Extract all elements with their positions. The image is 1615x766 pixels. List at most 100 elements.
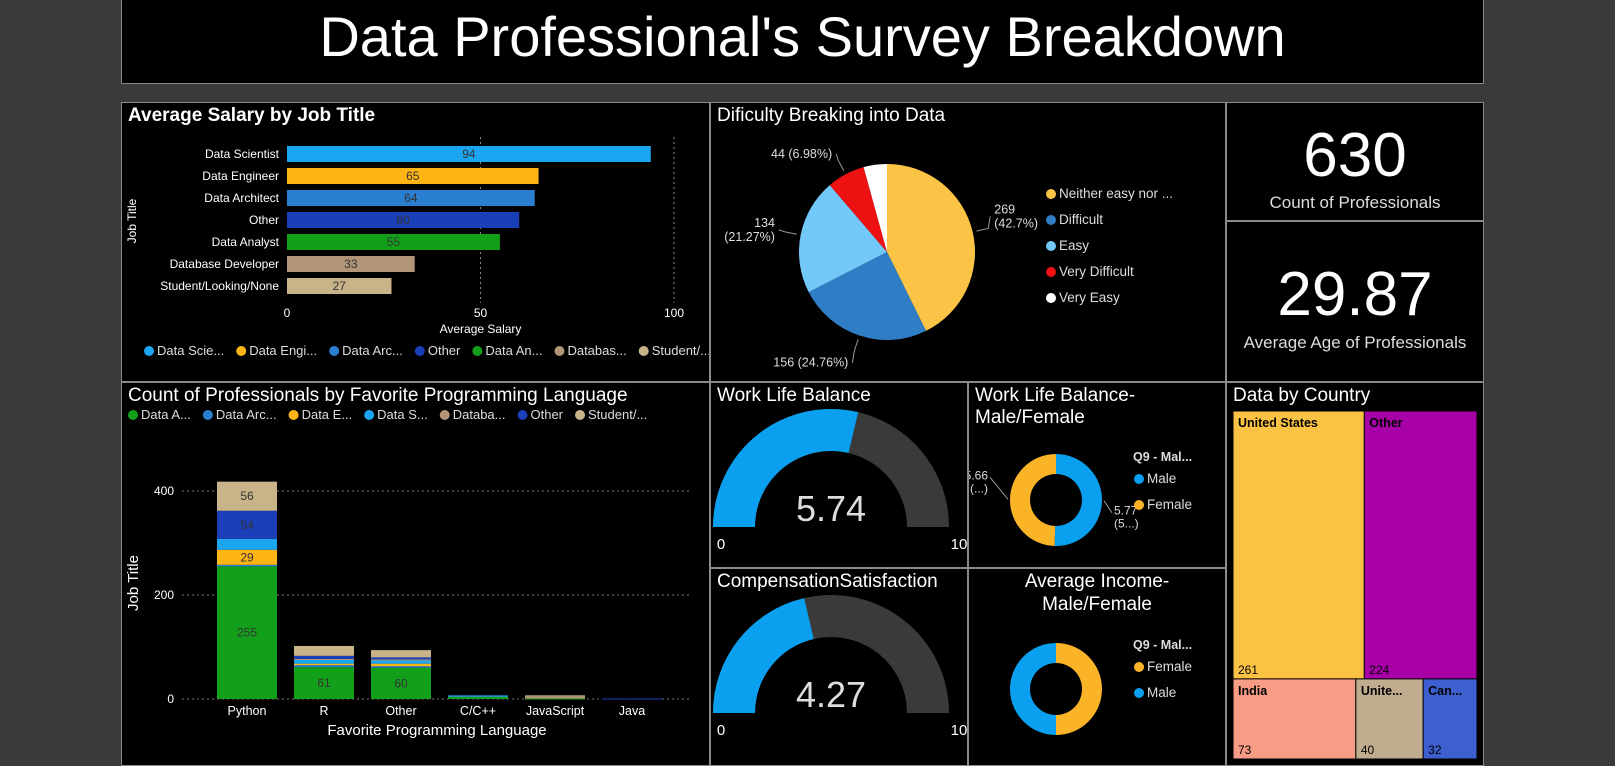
wlb-gender-donut-slice-male: [1054, 454, 1102, 546]
header-banner: Data Professional's Survey Breakdown: [121, 0, 1484, 84]
language-bar-segment-r-data-a: [294, 667, 354, 699]
kpi-age-value: 29.87: [1277, 260, 1433, 329]
salary-bar-student-looking-none: [287, 278, 392, 294]
salary-bar-chart[interactable]: Data Scientist 94 Data Engineer 65 Data Arch…: [122, 103, 710, 382]
difficulty-pie-chart[interactable]: 269(42.7%) 156 (24.76%) 134(21.27%) 44 (6.9…: [711, 103, 1226, 382]
language-y-tick-200: 200: [154, 588, 174, 602]
language-y-axis-label: Job Title: [125, 555, 142, 611]
language-bar-segment-javascript-databa: [525, 696, 585, 699]
salary-legend-marker-2: [329, 346, 340, 356]
wlb-gauge-fill: [713, 409, 859, 527]
language-y-tick-400: 400: [154, 484, 174, 498]
language-bar-segment-python-data-arc: [217, 564, 277, 567]
salary-data-label-data-analyst: 55: [387, 235, 401, 249]
salary-legend-label-5: Databas...: [567, 343, 626, 358]
salary-data-label-data-architect: 64: [404, 191, 418, 205]
income-gender-donut-slice-female: [1056, 643, 1102, 735]
difficulty-panel[interactable]: Dificulty Breaking into Data 269 (42.7%) 1…: [710, 102, 1226, 382]
language-legend-marker-1: [202, 410, 213, 420]
language-bar-segment-c-c-data-a: [448, 696, 508, 699]
salary-category-label-data-analyst: Data Analyst: [212, 235, 280, 249]
wlb-panel[interactable]: Work Life Balance 5.74 0 10: [710, 382, 968, 568]
difficulty-panel-title: Dificulty Breaking into Data: [717, 105, 946, 126]
language-legend-label-5: Other: [531, 407, 564, 422]
salary-panel[interactable]: Average Salary by Job Title Data Scienti…: [121, 102, 710, 382]
salary-bar-data-engineer: [287, 168, 539, 184]
language-bar-segment-r-other: [294, 655, 354, 659]
language-bar-segment-python-student: [217, 481, 277, 511]
salary-legend-marker-5: [554, 346, 565, 356]
comp-gauge-max-label: 10: [951, 722, 968, 739]
language-bar-segment-other-data-a: [371, 667, 431, 699]
language-bar-segment-other-other: [371, 657, 431, 660]
language-legend-label-2: Data E...: [302, 407, 353, 422]
language-legend-marker-6: [575, 410, 586, 420]
wlb-gender-donut-data-label-1-1: (...): [970, 481, 988, 495]
language-bar-segment-javascript-data-a: [525, 698, 585, 700]
language-panel[interactable]: Count of Professionals by Favorite Progr…: [121, 382, 710, 766]
salary-legend-label-0: Data Scie...: [157, 343, 224, 358]
language-legend-marker-4: [439, 410, 450, 420]
income-gender-panel[interactable]: Average Income- Male/Female Q9 - Mal... F…: [968, 568, 1226, 766]
wlb-gender-title-2: Male/Female: [975, 407, 1085, 428]
country-tile-value-united-states: 261: [1238, 663, 1258, 677]
comp-gauge[interactable]: 4.27 0 10: [711, 569, 968, 766]
country-tile-value-unite: 40: [1361, 743, 1375, 757]
income-gender-donut-legend-label-male: Male: [1147, 685, 1176, 700]
wlb-gauge-min-label: 0: [717, 536, 725, 553]
income-gender-donut[interactable]: Q9 - Mal... Female Male: [969, 569, 1226, 766]
income-gender-title-2: Male/Female: [1042, 594, 1152, 615]
wlb-gauge-value-label: 5.74: [796, 488, 866, 529]
difficulty-slice-difficult: [808, 252, 926, 340]
difficulty-leader-line-0: [976, 216, 991, 232]
salary-category-label-database-developer: Database Developer: [170, 257, 279, 271]
salary-category-label-other: Other: [249, 213, 279, 227]
wlb-panel-title: Work Life Balance: [717, 385, 871, 406]
language-x-axis-label: Favorite Programming Language: [327, 722, 546, 739]
country-treemap[interactable]: United States 261 Other 224 India 73 Unite... 4…: [1227, 383, 1484, 766]
wlb-gender-donut-legend-label-female: Female: [1147, 497, 1192, 512]
salary-legend-marker-3: [414, 346, 425, 356]
wlb-gender-donut-legend-marker-female: [1134, 500, 1144, 510]
salary-category-label-student-looking-none: Student/Looking/None: [160, 279, 279, 293]
wlb-gauge[interactable]: 5.74 0 10: [711, 383, 968, 568]
difficulty-legend-marker-neither-easy-nor: [1046, 189, 1056, 199]
salary-data-label-data-engineer: 65: [406, 169, 420, 183]
country-panel[interactable]: Data by Country United States 261 Other 224…: [1226, 382, 1484, 766]
comp-gauge-fill: [713, 598, 814, 713]
wlb-gender-donut[interactable]: 5.77(5...) 5.66(...) Q9 - Mal... Male Female: [969, 383, 1226, 568]
language-x-tick-javascript: JavaScript: [526, 704, 585, 718]
language-legend-label-6: Student/...: [588, 407, 647, 422]
wlb-gender-panel[interactable]: Work Life Balance- Male/Female 5.77 (5...…: [968, 382, 1226, 568]
language-stacked-bar-chart[interactable]: Data A... Data Arc... Data E... Data S... Da…: [122, 383, 710, 766]
difficulty-leader-line-3: [835, 154, 845, 172]
language-legend-label-4: Databa...: [453, 407, 506, 422]
salary-data-label-student-looking-none: 27: [333, 279, 347, 293]
difficulty-data-label-2-0: 134: [754, 216, 775, 230]
difficulty-slice-very-difficult: [829, 167, 887, 252]
language-x-tick-java: Java: [619, 704, 645, 718]
salary-legend-marker-0: [144, 346, 154, 356]
salary-legend-label-6: Student/...: [652, 343, 710, 358]
difficulty-data-label-3-0: 44 (6.98%): [771, 147, 832, 161]
language-bar-segment-other-data-s: [371, 660, 431, 664]
wlb-gender-donut-leader-line-0: [1103, 500, 1113, 514]
difficulty-data-label-1-0: 156 (24.76%): [773, 356, 848, 370]
difficulty-legend-label-difficult: Difficult: [1059, 212, 1103, 227]
income-gender-donut-slice-male: [1010, 643, 1056, 735]
difficulty-legend-label-easy: Easy: [1059, 238, 1089, 253]
comp-panel[interactable]: CompensationSatisfaction 4.27 0 10: [710, 568, 968, 766]
difficulty-data-label-2-1: (21.27%): [724, 230, 775, 244]
country-tile-can: [1422, 678, 1478, 760]
difficulty-legend-marker-very-easy: [1046, 293, 1056, 303]
language-panel-title: Count of Professionals by Favorite Progr…: [128, 385, 628, 406]
salary-category-label-data-scientist: Data Scientist: [205, 147, 280, 161]
salary-bar-other: [287, 212, 520, 228]
language-legend-label-0: Data A...: [141, 407, 191, 422]
salary-legend-marker-6: [638, 346, 649, 356]
income-gender-donut-legend-marker-male: [1134, 688, 1144, 698]
language-bar-segment-c-c-data-arc: [448, 695, 508, 697]
salary-legend-label-3: Other: [428, 343, 461, 358]
country-tile-label-can: Can...: [1428, 684, 1462, 698]
language-x-tick-other: Other: [385, 704, 416, 718]
